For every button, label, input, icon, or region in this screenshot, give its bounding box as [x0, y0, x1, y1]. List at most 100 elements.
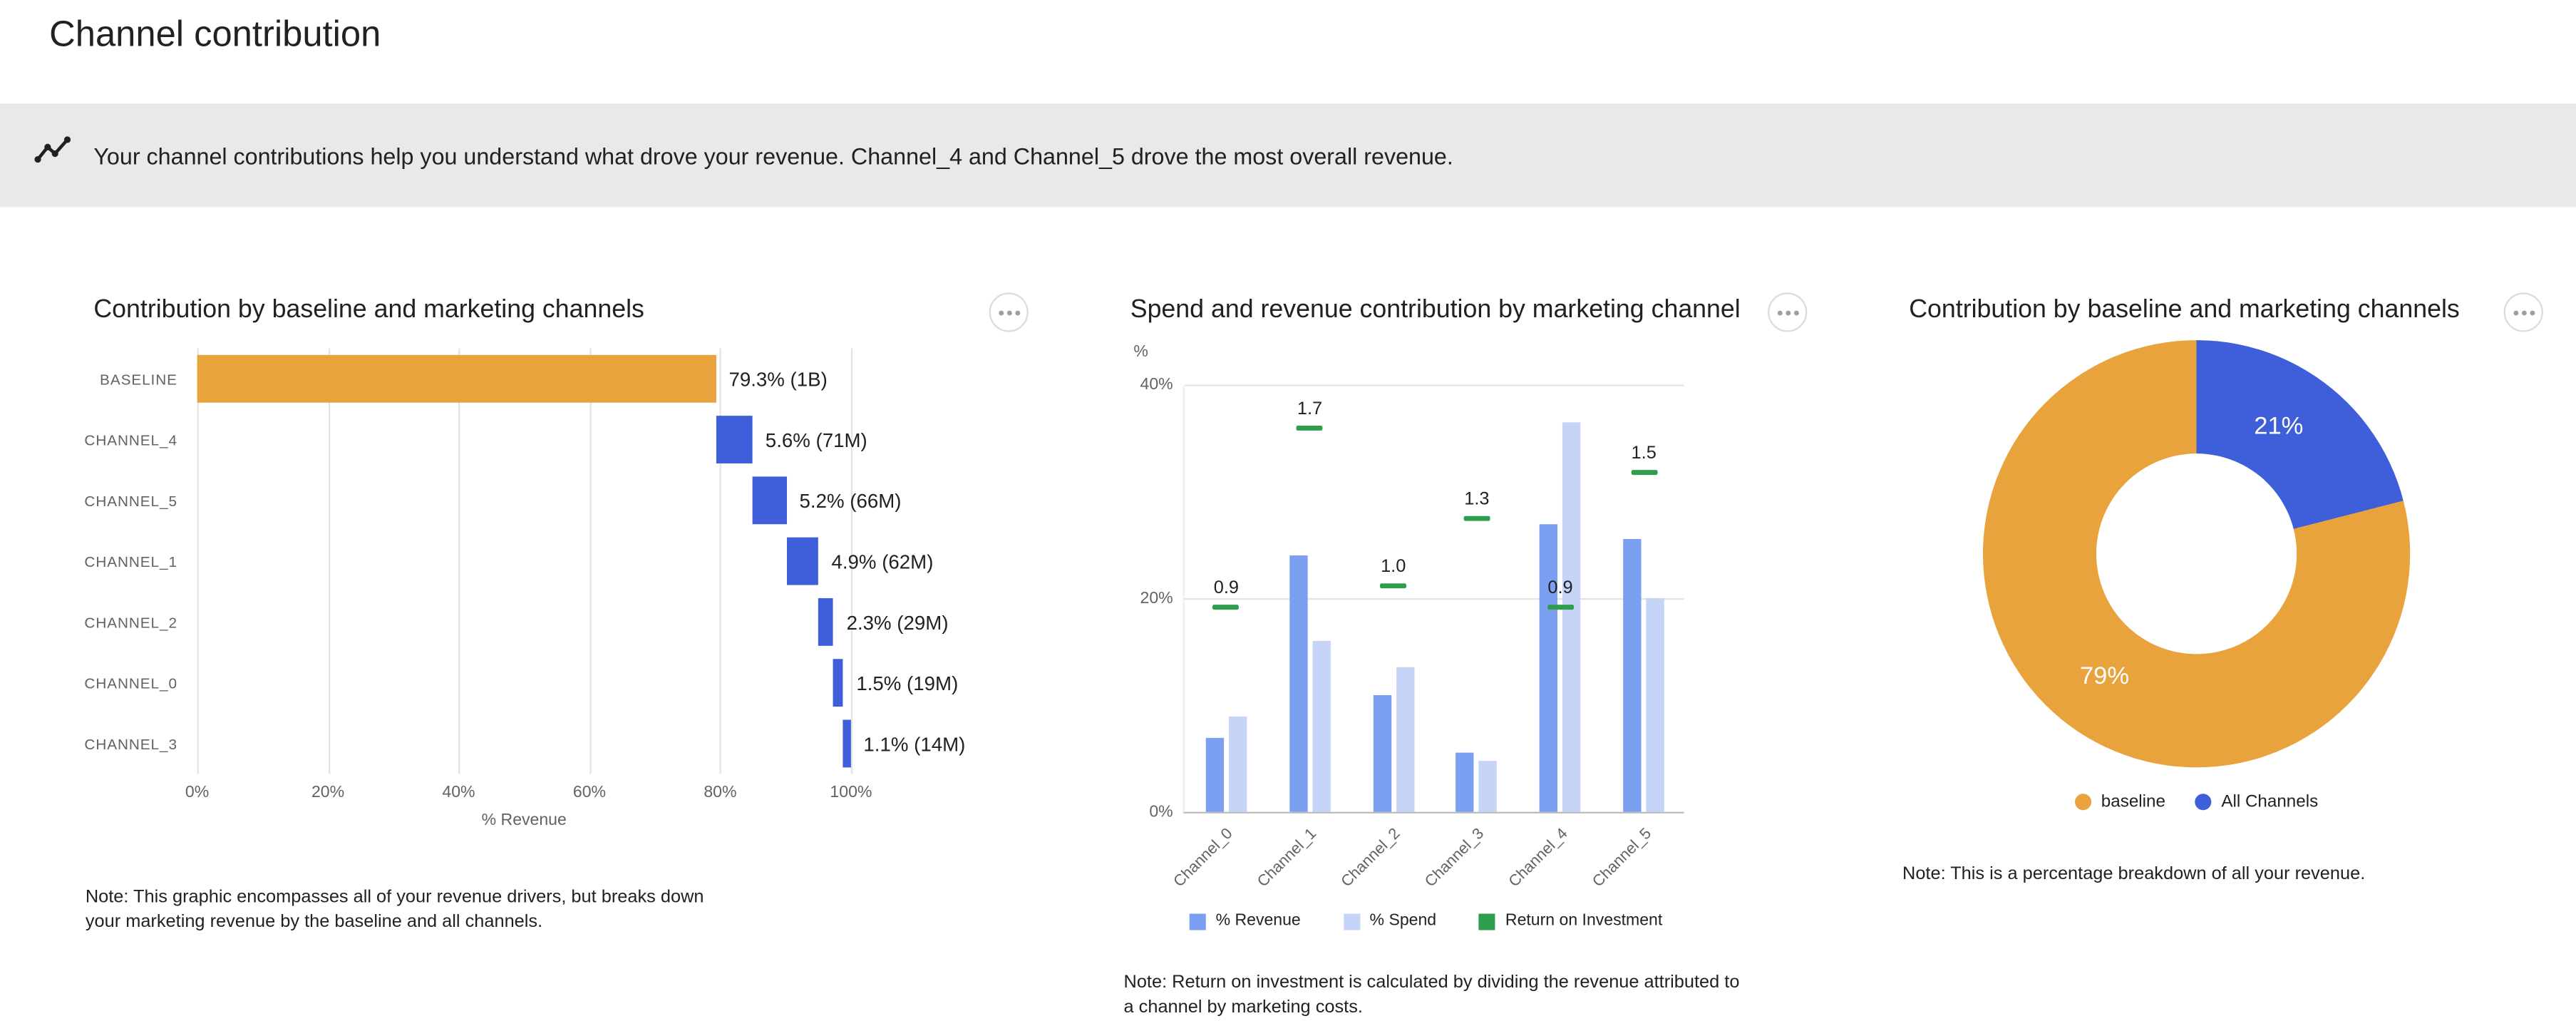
waterfall-row: CHANNEL_5 5.2% (66M) — [49, 470, 1035, 530]
waterfall-x-axis-title: % Revenue — [481, 811, 567, 830]
gridline — [197, 348, 199, 774]
donut-chart-title: Contribution by baseline and marketing c… — [1909, 295, 2460, 324]
donut-note: Note: This is a percentage breakdown of … — [1902, 864, 2366, 885]
waterfall-bar — [197, 354, 716, 403]
category-label: CHANNEL_0 — [84, 674, 177, 692]
legend-item: % Revenue — [1189, 912, 1301, 930]
legend-swatch — [1479, 913, 1496, 930]
bar-value-label: 5.6% (71M) — [765, 428, 867, 451]
bar-value-label: 1.5% (19M) — [856, 671, 959, 694]
waterfall-rows: BASELINE 79.3% (1B) CHANNEL_4 5.6% (71M) CHA… — [49, 349, 1035, 774]
spend-bar — [1228, 715, 1247, 812]
legend-swatch-all-channels — [2195, 794, 2212, 811]
legend-swatch — [1343, 913, 1360, 930]
revenue-bar — [1623, 539, 1642, 812]
more-options-icon — [2513, 309, 2518, 315]
roi-value-label: 1.7 — [1297, 399, 1323, 419]
x-tick-label: 0% — [185, 784, 210, 802]
waterfall-row: CHANNEL_2 2.3% (29M) — [49, 592, 1035, 652]
category-label: CHANNEL_2 — [84, 613, 177, 630]
spend-bar — [1396, 667, 1414, 812]
x-tick-label: Channel_3 — [1421, 825, 1488, 891]
grouped-bar-plot: 0.9 1.7 1.0 1.3 0.9 1.5 — [1183, 384, 1684, 814]
x-tick-label: 20% — [311, 784, 345, 802]
waterfall-track: 1.5% (19M) — [197, 652, 958, 713]
chart-legend: % Revenue % Spend Return on Investment — [1189, 912, 1663, 930]
waterfall-row: CHANNEL_1 4.9% (62M) — [49, 530, 1035, 591]
gridline — [850, 348, 853, 774]
waterfall-bar — [833, 659, 843, 707]
waterfall-bar — [752, 476, 787, 525]
x-tick-label: 100% — [830, 784, 872, 802]
roi-marker — [1630, 470, 1657, 476]
more-options-icon — [1776, 309, 1782, 315]
revenue-bar — [1456, 753, 1475, 812]
waterfall-track: 5.2% (66M) — [197, 470, 901, 530]
roi-value-label: 1.3 — [1464, 488, 1490, 509]
roi-marker — [1297, 425, 1323, 431]
waterfall-x-axis: 0% 20% 40% 60% 80% 100% — [185, 784, 872, 806]
category-label: CHANNEL_1 — [84, 553, 177, 570]
bar-value-label: 4.9% (62M) — [831, 549, 934, 573]
x-tick-label: Channel_4 — [1505, 825, 1572, 891]
x-tick-label: 60% — [572, 784, 607, 802]
bar-value-label: 1.1% (14M) — [863, 732, 966, 756]
waterfall-gridlines — [197, 348, 853, 774]
gridline — [1184, 597, 1684, 600]
waterfall-chart-title: Contribution by baseline and marketing c… — [93, 295, 644, 324]
insights-icon — [33, 131, 72, 179]
spend-bar — [1312, 640, 1331, 812]
legend-label: Return on Investment — [1505, 912, 1663, 930]
legend-item: All Channels — [2195, 792, 2318, 812]
roi-marker — [1380, 583, 1407, 588]
gridline — [458, 348, 460, 774]
roi-value-label: 1.5 — [1631, 443, 1657, 464]
more-options-icon — [998, 309, 1004, 315]
insight-banner: Your channel contributions help you unde… — [0, 103, 2576, 207]
waterfall-row: CHANNEL_4 5.6% (71M) — [49, 409, 1035, 470]
legend-item: % Spend — [1343, 912, 1436, 930]
gridline — [720, 348, 722, 774]
gridline — [589, 348, 592, 774]
revenue-bar — [1205, 737, 1224, 812]
donut-slice-label-all-channels: 21% — [2254, 412, 2304, 441]
waterfall-note: Note: This graphic encompasses all of yo… — [85, 887, 704, 932]
y-tick-label: 20% — [1140, 590, 1173, 608]
donut-slice-label-baseline: 79% — [2079, 662, 2130, 691]
donut-hole — [2096, 453, 2297, 655]
waterfall-row: CHANNEL_3 1.1% (14M) — [49, 713, 1035, 774]
spend-revenue-chart-title: Spend and revenue contribution by market… — [1130, 295, 1741, 324]
waterfall-bar — [716, 416, 753, 463]
legend-swatch — [1189, 913, 1206, 930]
waterfall-bar — [786, 537, 819, 585]
spend-bar — [1562, 421, 1581, 812]
y-axis-title: % — [1133, 343, 1148, 362]
donut-chart: 21% 79% — [1982, 340, 2411, 768]
x-tick-label: 40% — [442, 784, 475, 802]
x-tick-label: Channel_1 — [1254, 825, 1322, 891]
y-tick-label: 40% — [1140, 376, 1173, 395]
spend-revenue-menu-button[interactable] — [1768, 292, 1808, 332]
revenue-bar — [1540, 523, 1558, 812]
legend-item: baseline — [2074, 791, 2165, 812]
gridline — [328, 348, 330, 774]
revenue-bar — [1289, 555, 1308, 812]
category-label: CHANNEL_4 — [84, 431, 177, 448]
legend-label: All Channels — [2221, 791, 2319, 812]
waterfall-row: BASELINE 79.3% (1B) — [49, 349, 1035, 409]
donut-menu-button[interactable] — [2503, 292, 2543, 332]
legend-label: baseline — [2101, 791, 2165, 812]
waterfall-track: 1.1% (14M) — [197, 713, 965, 774]
revenue-bar — [1372, 694, 1391, 812]
y-axis: 0% 20% 40% — [1084, 376, 1173, 822]
x-axis: Channel_0 Channel_1 Channel_2 Channel_3 Chan… — [1171, 825, 1684, 901]
spend-bar — [1479, 760, 1498, 812]
waterfall-menu-button[interactable] — [989, 292, 1029, 332]
x-tick-label: 80% — [704, 784, 737, 802]
bar-value-label: 5.2% (66M) — [799, 488, 902, 512]
roi-value-label: 1.0 — [1381, 556, 1406, 576]
bar-value-label: 2.3% (29M) — [846, 610, 949, 634]
waterfall-bar — [818, 597, 834, 646]
roi-marker — [1212, 605, 1240, 610]
